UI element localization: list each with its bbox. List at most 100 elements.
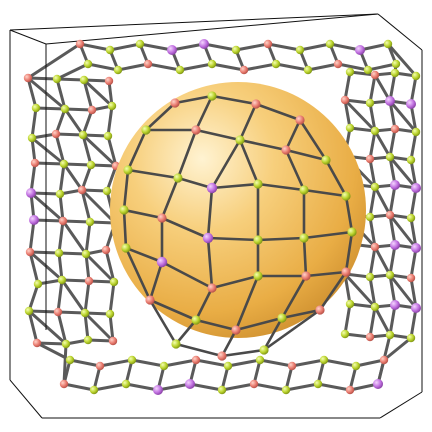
atom xyxy=(127,355,137,365)
atom xyxy=(25,247,35,257)
bond xyxy=(58,192,65,223)
bond xyxy=(298,118,328,162)
bond xyxy=(160,176,180,220)
atom xyxy=(406,273,416,283)
bond xyxy=(33,161,66,166)
bond xyxy=(106,134,118,168)
bond xyxy=(194,358,230,368)
atom xyxy=(281,385,291,395)
atom xyxy=(373,379,383,389)
bond xyxy=(366,62,398,72)
bond xyxy=(344,230,354,274)
bond xyxy=(54,132,85,137)
atom xyxy=(87,105,97,115)
atom xyxy=(207,91,217,101)
bond xyxy=(373,305,392,337)
bond xyxy=(343,302,352,336)
bond xyxy=(81,108,94,137)
bond xyxy=(368,245,377,279)
bond xyxy=(343,98,352,130)
bond xyxy=(86,62,120,72)
atom xyxy=(406,99,416,109)
atom xyxy=(301,271,311,281)
atom xyxy=(52,74,62,84)
cell-edge xyxy=(379,391,423,419)
bond xyxy=(28,250,40,286)
bond xyxy=(302,230,354,240)
bond xyxy=(409,130,418,162)
atom xyxy=(104,76,114,86)
bond xyxy=(344,194,354,234)
bond xyxy=(174,318,198,346)
atom xyxy=(411,127,421,137)
atom xyxy=(299,233,309,243)
bond xyxy=(160,216,210,240)
bond xyxy=(92,382,128,392)
bond xyxy=(290,358,326,368)
bond xyxy=(194,318,238,332)
atom xyxy=(299,185,309,195)
atom xyxy=(385,152,395,162)
atom xyxy=(253,179,263,189)
atom xyxy=(231,325,241,335)
bond xyxy=(316,382,352,392)
bond xyxy=(84,252,116,284)
bond xyxy=(254,102,302,122)
bond xyxy=(386,42,418,78)
bond xyxy=(409,276,418,310)
bond xyxy=(238,138,288,152)
atom xyxy=(341,267,351,277)
bond xyxy=(27,309,68,346)
bond xyxy=(26,76,59,81)
atom xyxy=(109,277,119,287)
atom xyxy=(157,213,167,223)
atom xyxy=(340,329,350,339)
bond xyxy=(83,279,91,315)
bond xyxy=(116,62,150,72)
bond xyxy=(81,133,93,167)
atom xyxy=(84,276,94,286)
bond xyxy=(61,219,88,256)
bond xyxy=(156,382,192,392)
bond xyxy=(234,42,270,52)
atom xyxy=(313,379,323,389)
atom xyxy=(235,135,245,145)
atom xyxy=(255,355,265,365)
bond xyxy=(324,158,348,198)
atom xyxy=(370,126,380,136)
atom xyxy=(365,332,375,342)
bond xyxy=(106,104,114,138)
atom xyxy=(263,39,273,49)
atom xyxy=(108,336,118,346)
bond xyxy=(202,42,238,52)
bond xyxy=(27,309,60,314)
atom xyxy=(406,333,416,343)
bond xyxy=(388,127,397,159)
atom xyxy=(411,71,421,81)
bond xyxy=(210,94,258,106)
bond xyxy=(256,182,306,192)
bond xyxy=(298,42,332,52)
atom xyxy=(295,115,305,125)
bond xyxy=(148,298,198,322)
bond xyxy=(328,42,362,52)
bond xyxy=(343,98,377,133)
atom xyxy=(23,73,33,83)
bond xyxy=(220,328,238,358)
bond xyxy=(26,76,38,110)
atom xyxy=(185,379,195,389)
bond xyxy=(220,348,266,358)
bond xyxy=(56,310,87,315)
bond xyxy=(368,305,377,339)
bond xyxy=(82,78,94,112)
atom xyxy=(390,180,400,190)
bond xyxy=(62,342,68,386)
atom xyxy=(231,45,241,55)
bond xyxy=(148,260,164,302)
bond xyxy=(54,132,66,166)
bond xyxy=(80,188,92,224)
atom xyxy=(60,104,70,114)
atom xyxy=(406,155,416,165)
atom xyxy=(340,95,350,105)
bond xyxy=(170,42,206,52)
